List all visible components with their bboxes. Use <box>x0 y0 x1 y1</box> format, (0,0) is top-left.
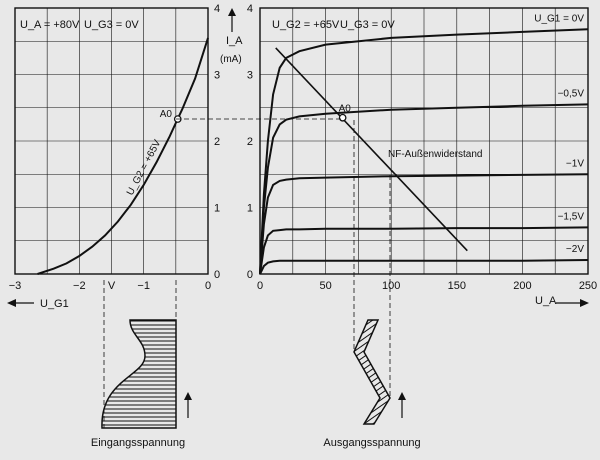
right-x-axis-label: U_A <box>535 295 557 307</box>
left-x-tick-label: 0 <box>205 280 211 292</box>
left-x-tick-labels: −3 −2 −1 0 <box>9 280 211 292</box>
left-y-tick-label: 1 <box>214 203 220 215</box>
output-waveform <box>353 319 391 425</box>
right-plot-frame <box>259 7 589 275</box>
up-arrow-icon <box>184 392 192 418</box>
left-y-tick-labels: 0 1 2 3 4 <box>214 3 220 281</box>
input-waveform-label: Eingangsspannung <box>91 437 185 449</box>
left-y-tick-label: 3 <box>214 70 220 82</box>
left-condition-ug3: U_G3 = 0V <box>84 19 139 31</box>
left-series-label: U_G2 = +65V <box>125 138 164 197</box>
right-y-tick-label: 0 <box>247 269 253 281</box>
right-operating-point <box>338 113 347 122</box>
right-x-tick-label: 0 <box>257 280 263 292</box>
left-x-tick-label: −3 <box>9 280 22 292</box>
right-y-tick-label: 3 <box>247 70 253 82</box>
left-grid <box>14 7 209 275</box>
right-y-tick-label: 2 <box>247 136 253 148</box>
left-series-line <box>37 37 209 275</box>
left-y-tick-label: 0 <box>214 269 220 281</box>
right-series-line <box>259 28 589 275</box>
left-arrow-icon <box>7 299 34 307</box>
right-y-tick-label: 4 <box>247 3 253 15</box>
left-x-tick-label: −2 <box>73 280 86 292</box>
right-series-line <box>259 173 589 275</box>
right-series-label: −1V <box>566 158 584 169</box>
left-transfer-chart: −3 −2 −1 0 0 1 2 3 4 A0 U_A = +80V U_G3 = 0V U_… <box>7 3 243 449</box>
right-output-chart: 0 50 100 150 200 250 0 1 2 3 4 U_G1 = 0V −0,5V −1V −… <box>247 3 597 449</box>
right-x-tick-label: 150 <box>448 280 466 292</box>
right-series-label: −0,5V <box>558 88 585 99</box>
left-x-unit-label: V <box>108 280 116 292</box>
left-y-tick-label: 2 <box>214 136 220 148</box>
load-line-label: NF-Außenwiderstand <box>388 149 482 160</box>
up-arrow-icon <box>228 8 236 32</box>
right-operating-point-label: A0 <box>339 104 352 115</box>
right-y-tick-label: 1 <box>247 203 253 215</box>
output-waveform-label: Ausgangsspannung <box>323 437 420 449</box>
right-series-labels: U_G1 = 0V −0,5V −1V −1,5V −2V <box>534 13 584 255</box>
left-condition-ua: U_A = +80V <box>20 19 80 31</box>
right-series-label: −1,5V <box>558 211 585 222</box>
left-operating-point-label: A0 <box>160 109 173 120</box>
right-x-tick-labels: 0 50 100 150 200 250 <box>257 280 597 292</box>
input-waveform <box>101 319 177 429</box>
right-y-tick-labels: 0 1 2 3 4 <box>247 3 253 281</box>
right-condition-ug3: U_G3 = 0V <box>340 19 395 31</box>
load-line <box>275 47 468 252</box>
right-x-tick-label: 100 <box>382 280 400 292</box>
left-x-tick-label: −1 <box>137 280 150 292</box>
left-x-axis-label: U_G1 <box>40 298 69 310</box>
right-x-tick-label: 250 <box>579 280 597 292</box>
left-plot-frame <box>14 7 209 275</box>
right-arrow-icon <box>556 299 589 307</box>
up-arrow-icon <box>398 392 406 418</box>
right-series-line <box>259 259 589 275</box>
right-condition-ug2: U_G2 = +65V <box>272 19 340 31</box>
left-y-axis-label: I_A <box>226 35 243 47</box>
right-series-line <box>259 226 589 275</box>
right-x-tick-label: 200 <box>513 280 531 292</box>
left-y-axis-unit: (mA) <box>220 54 242 65</box>
right-series-label: U_G1 = 0V <box>534 13 584 24</box>
right-series-label: −2V <box>566 244 584 255</box>
right-x-tick-label: 50 <box>319 280 331 292</box>
left-y-tick-label: 4 <box>214 3 220 15</box>
right-series-line <box>259 103 589 275</box>
right-series-lines <box>259 28 589 275</box>
